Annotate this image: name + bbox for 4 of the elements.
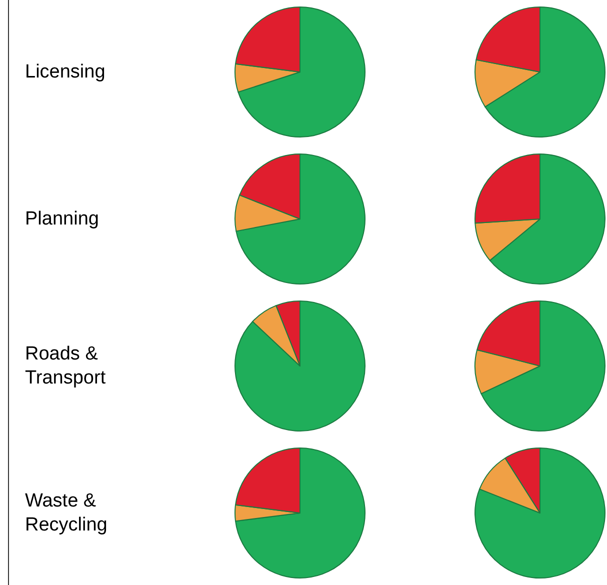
text: Licensing [25,62,106,82]
text: Waste & Recycling [25,490,108,536]
text: Roads & Transport [25,344,106,388]
text: Planning [25,208,99,230]
